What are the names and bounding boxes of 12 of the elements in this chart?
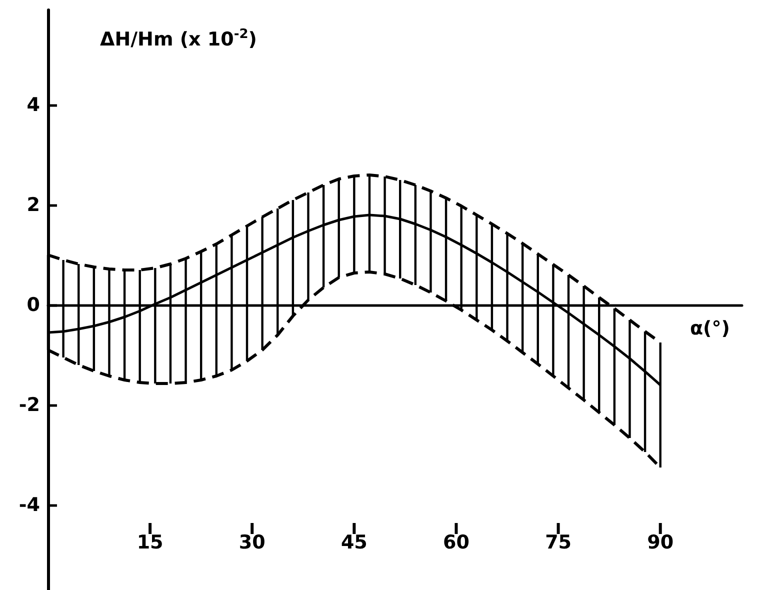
x-tick-label: 15	[136, 532, 164, 554]
x-tick-label: 60	[443, 532, 470, 554]
y-tick-label: 2	[26, 194, 40, 216]
x-axis-title: α(°)	[690, 318, 730, 340]
y-tick-label: -4	[18, 494, 40, 516]
x-tick-label: 75	[545, 532, 572, 554]
y-tick-label: 4	[26, 94, 40, 116]
y-tick-label: 0	[26, 294, 40, 316]
x-tick-label: 45	[340, 532, 368, 554]
x-tick-label: 90	[647, 532, 674, 554]
x-tick-label: 30	[238, 532, 266, 554]
y-tick-label: -2	[18, 394, 40, 416]
